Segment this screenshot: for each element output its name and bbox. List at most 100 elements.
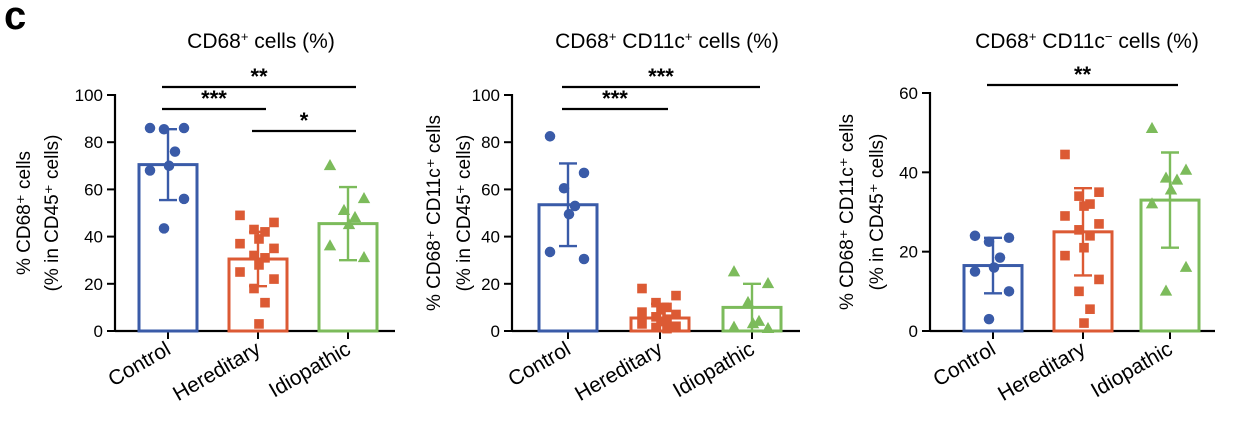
chart-title: CD68+ CD11c+ cells (%) — [555, 29, 779, 54]
y-axis-label: % CD68⁺ CD11c⁺ cells — [837, 114, 858, 310]
y-axis-label: % CD68⁺ CD11c⁺ cells — [424, 115, 445, 311]
data-point-control — [178, 122, 190, 134]
data-point-hereditary — [1079, 318, 1089, 328]
data-point-control — [178, 193, 190, 205]
data-point-control — [969, 266, 981, 277]
data-point-hereditary — [662, 314, 672, 325]
data-point-hereditary — [235, 238, 245, 249]
data-point-idiopathic — [746, 317, 760, 329]
x-tick-label-hereditary: Hereditary — [169, 337, 265, 406]
data-point-control — [578, 253, 590, 265]
data-point-hereditary — [1094, 219, 1104, 229]
data-point-control — [169, 146, 181, 157]
y-tick-label: 20 — [84, 275, 103, 294]
y-tick-label: 40 — [899, 163, 918, 182]
data-point-hereditary — [1074, 286, 1084, 297]
data-point-idiopathic — [741, 295, 755, 308]
data-point-hereditary — [1094, 274, 1104, 285]
data-point-control — [563, 208, 575, 220]
x-tick-label-idiopathic: Idiopathic — [1087, 337, 1176, 402]
y-tick-label: 60 — [899, 84, 918, 103]
data-point-hereditary — [651, 297, 661, 308]
y-tick-label: 0 — [491, 322, 500, 341]
data-point-hereditary — [662, 302, 672, 313]
significance-label: *** — [201, 86, 227, 111]
data-point-control — [163, 160, 175, 172]
chart-title: CD68+ cells (%) — [187, 29, 335, 54]
data-point-idiopathic — [1145, 121, 1159, 134]
x-tick-label-idiopathic: Idiopathic — [265, 337, 354, 402]
data-point-hereditary — [651, 312, 661, 322]
y-tick-label: 40 — [84, 228, 103, 247]
data-point-control — [144, 122, 156, 134]
data-point-idiopathic — [1159, 171, 1173, 183]
y-tick-label: 80 — [481, 133, 500, 152]
data-point-control — [983, 313, 995, 325]
data-point-control — [544, 131, 556, 142]
x-tick-label-control: Control — [104, 337, 174, 391]
data-point-hereditary — [260, 253, 270, 263]
x-tick-label-hereditary: Hereditary — [994, 337, 1090, 406]
data-point-control — [1003, 286, 1015, 297]
data-point-hereditary — [1085, 304, 1095, 314]
data-point-idiopathic — [1170, 173, 1184, 185]
y-tick-label: 100 — [472, 86, 500, 105]
y-tick-label: 0 — [94, 322, 103, 341]
data-point-hereditary — [1074, 225, 1084, 235]
data-point-idiopathic — [1159, 284, 1173, 296]
data-point-hereditary — [1074, 191, 1084, 201]
data-point-idiopathic — [323, 239, 337, 251]
y-axis-label-line2: (% in CD45⁺ cells) — [867, 134, 888, 291]
data-point-idiopathic — [337, 203, 351, 215]
data-point-idiopathic — [1164, 183, 1178, 195]
significance-label: * — [300, 108, 309, 133]
y-tick-label: 20 — [899, 243, 918, 262]
data-point-idiopathic — [357, 251, 371, 263]
y-tick-label: 100 — [75, 86, 103, 105]
data-point-hereditary — [1094, 187, 1104, 197]
data-point-hereditary — [671, 309, 681, 320]
data-point-control — [983, 236, 995, 248]
data-point-hereditary — [1060, 149, 1070, 160]
data-point-control — [994, 252, 1006, 263]
data-point-hereditary — [260, 227, 270, 237]
chart-panel-3: CD68+ CD11c− cells (%) % CD68⁺ CD11c⁺ cel… — [837, 29, 1215, 406]
data-point-control — [578, 167, 590, 179]
data-point-hereditary — [1079, 242, 1089, 253]
data-point-control — [158, 223, 170, 234]
chart-panel-1: CD68+ cells (%) % CD68⁺ cells (% in CD45⁺ … — [14, 29, 395, 406]
data-point-control — [158, 123, 170, 135]
x-tick-label-control: Control — [929, 337, 999, 391]
data-point-idiopathic — [727, 320, 741, 332]
data-point-idiopathic — [1179, 260, 1193, 272]
data-point-hereditary — [254, 234, 264, 244]
data-point-hereditary — [254, 319, 264, 329]
chart-panel-2: CD68+ CD11c+ cells (%) % CD68⁺ CD11c⁺ cel… — [424, 29, 800, 406]
data-point-idiopathic — [761, 276, 775, 289]
data-point-hereditary — [260, 297, 270, 308]
data-point-hereditary — [235, 210, 245, 221]
significance-label: *** — [602, 86, 628, 111]
data-point-hereditary — [254, 260, 264, 270]
data-point-hereditary — [269, 217, 279, 228]
y-tick-label: 60 — [481, 180, 500, 199]
y-tick-label: 20 — [481, 275, 500, 294]
data-point-hereditary — [235, 267, 245, 277]
data-point-hereditary — [1085, 230, 1095, 241]
data-point-hereditary — [656, 304, 666, 315]
data-point-control — [1003, 232, 1015, 244]
data-point-hereditary — [671, 321, 681, 332]
y-axis-label-line2: (% in CD45⁺ cells) — [454, 135, 475, 292]
x-tick-label-hereditary: Hereditary — [571, 337, 667, 406]
y-tick-label: 60 — [84, 180, 103, 199]
y-axis-label-line2: (% in CD45⁺ cells) — [42, 135, 63, 292]
data-point-hereditary — [269, 274, 279, 284]
y-tick-label: 0 — [909, 322, 918, 341]
data-point-control — [969, 230, 981, 242]
y-tick-label: 40 — [481, 228, 500, 247]
x-tick-label-idiopathic: Idiopathic — [669, 337, 758, 402]
data-point-idiopathic — [323, 158, 337, 171]
data-point-idiopathic — [727, 265, 741, 277]
data-point-hereditary — [671, 290, 681, 301]
data-point-hereditary — [249, 250, 259, 261]
